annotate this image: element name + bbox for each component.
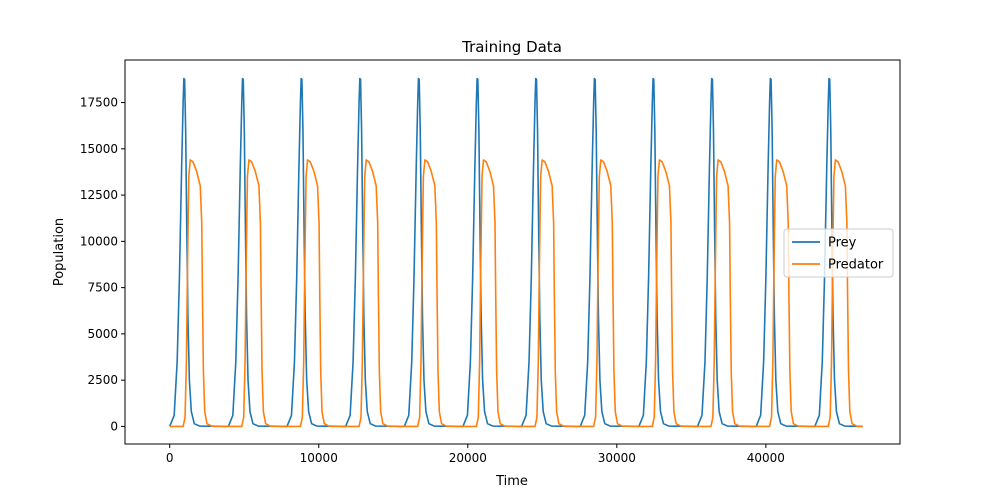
y-tick-label: 2500: [87, 373, 118, 387]
y-tick-label: 17500: [80, 96, 118, 110]
y-tick-label: 15000: [80, 142, 118, 156]
chart-title: Training Data: [461, 38, 562, 56]
y-tick-label: 10000: [80, 234, 118, 248]
x-axis-label: Time: [495, 474, 528, 489]
x-tick-label: 10000: [300, 451, 338, 465]
legend: Prey Predator: [783, 228, 894, 278]
plot-area: [124, 59, 901, 445]
y-axis: 0 2500 5000 7500 10000 12500 15000 17500: [80, 96, 125, 433]
x-tick-label: 0: [166, 451, 174, 465]
y-tick-label: 5000: [87, 327, 118, 341]
legend-label: Predator: [828, 258, 884, 273]
series-layer: [168, 77, 863, 428]
y-tick-label: 12500: [80, 188, 118, 202]
y-tick-label: 7500: [87, 281, 118, 295]
x-axis: 0 10000 20000 30000 40000: [166, 444, 785, 465]
legend-box: [783, 228, 894, 278]
x-tick-label: 30000: [598, 451, 636, 465]
x-tick-label: 20000: [449, 451, 487, 465]
x-tick-label: 40000: [747, 451, 785, 465]
y-axis-label: Population: [52, 218, 67, 286]
axes-frame: [124, 59, 901, 445]
y-tick-label: 0: [110, 419, 118, 433]
legend-label: Prey: [828, 236, 857, 251]
series-line-predator: [169, 159, 863, 428]
